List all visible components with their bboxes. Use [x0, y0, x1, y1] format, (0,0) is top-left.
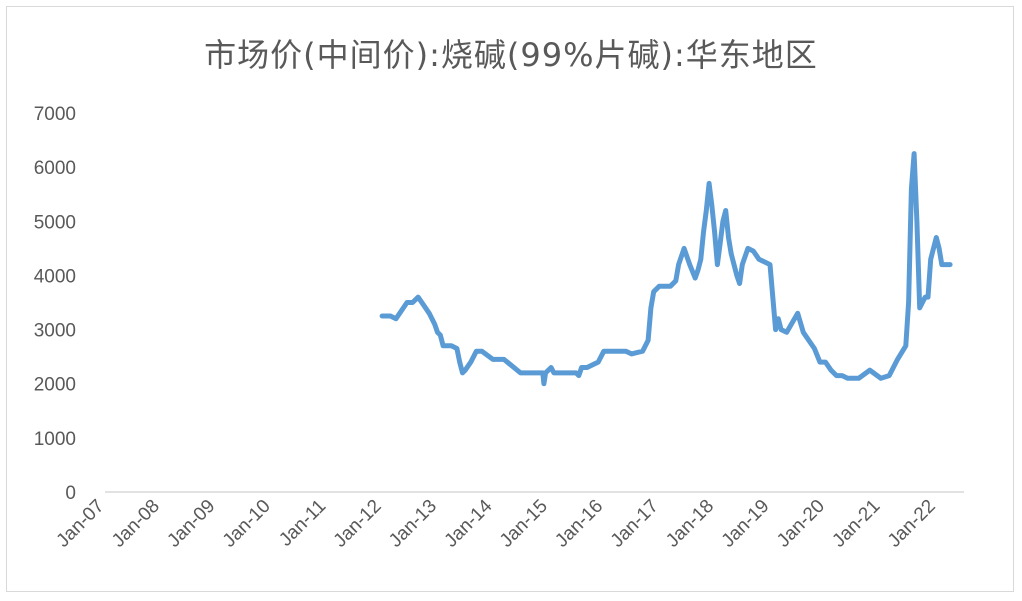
y-tick-label: 6000: [34, 158, 76, 179]
x-tick-label: Jan-18: [662, 496, 718, 552]
chart-title: 市场价(中间价):烧碱(99%片碱):华东地区: [204, 36, 818, 74]
y-tick-label: 2000: [34, 375, 76, 396]
x-tick-label: Jan-13: [385, 496, 441, 552]
series-line: [379, 151, 953, 387]
x-tick-label: Jan-07: [53, 496, 109, 552]
x-tick-label: Jan-14: [441, 495, 497, 551]
x-tick-label: Jan-11: [275, 496, 330, 551]
x-tick-label: Jan-16: [551, 496, 607, 552]
y-tick-label: 1000: [34, 429, 76, 450]
x-tick-label: Jan-08: [108, 496, 164, 552]
y-tick-label: 7000: [34, 104, 76, 125]
x-tick-label: Jan-21: [828, 496, 884, 552]
x-tick-label: Jan-15: [496, 496, 552, 552]
x-tick-label: Jan-10: [219, 496, 275, 552]
x-tick-label: Jan-12: [330, 496, 386, 552]
x-tick-label: Jan-17: [607, 496, 663, 552]
chart-frame: [6, 6, 1014, 592]
y-tick-label: 0: [65, 483, 76, 504]
y-tick-label: 4000: [34, 266, 76, 287]
x-tick-label: Jan-09: [163, 496, 219, 552]
x-tick-label: Jan-22: [884, 496, 940, 552]
x-tick-label: Jan-19: [718, 496, 774, 552]
y-tick-label: 5000: [34, 212, 76, 233]
y-tick-label: 3000: [34, 321, 76, 342]
x-tick-label: Jan-20: [773, 496, 829, 552]
